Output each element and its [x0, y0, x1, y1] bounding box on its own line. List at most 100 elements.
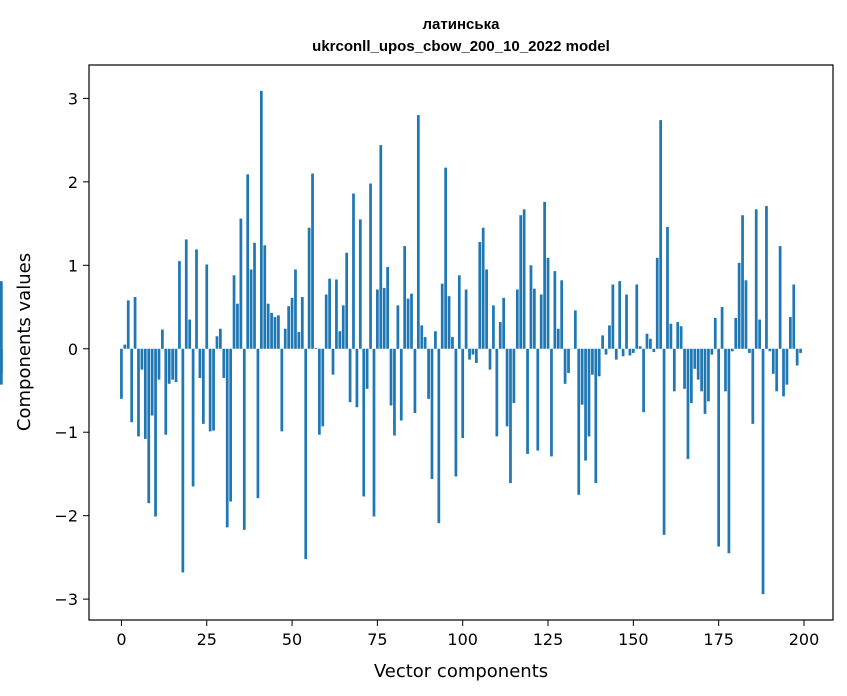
bar — [201, 348, 205, 424]
bar — [539, 294, 543, 349]
bar — [751, 348, 755, 424]
bar — [376, 289, 379, 349]
x-tick-label: 75 — [367, 630, 387, 649]
bar — [741, 215, 744, 349]
bar — [447, 296, 451, 349]
bar — [522, 209, 526, 349]
bar — [434, 331, 437, 349]
bar — [195, 249, 198, 349]
bar — [280, 348, 284, 432]
bar — [515, 289, 519, 349]
bar — [737, 262, 741, 349]
bar — [693, 348, 697, 369]
bar — [591, 348, 594, 375]
bar — [631, 348, 635, 353]
y-tick-label: 1 — [68, 256, 78, 275]
bar — [474, 348, 478, 363]
bar — [311, 173, 314, 349]
bar — [451, 337, 454, 349]
bar — [597, 348, 601, 377]
bar — [321, 348, 325, 427]
bar — [0, 281, 3, 349]
bar — [710, 348, 714, 355]
bar — [147, 348, 151, 504]
x-axis-ticks: 0 25 50 75 100 125 150 175 200 — [116, 620, 819, 649]
bar — [348, 348, 352, 403]
bar — [696, 348, 700, 380]
bar — [287, 306, 291, 349]
bar — [174, 348, 178, 383]
bar — [246, 174, 250, 349]
x-tick-label: 175 — [703, 630, 734, 649]
bar — [0, 348, 3, 374]
bar — [730, 348, 734, 352]
bar — [239, 218, 243, 349]
bar — [713, 317, 717, 349]
bar — [242, 348, 246, 530]
bar — [171, 348, 174, 380]
bar — [488, 348, 492, 370]
bar — [676, 322, 680, 349]
bar — [594, 348, 598, 484]
bar — [782, 348, 785, 397]
bar — [396, 305, 400, 349]
bar — [386, 266, 389, 349]
bar — [352, 193, 355, 349]
x-tick-label: 25 — [197, 630, 217, 649]
bar — [618, 281, 622, 349]
bar — [188, 319, 192, 349]
bar — [546, 257, 550, 349]
bar — [393, 348, 396, 436]
bar — [601, 335, 604, 349]
bar — [478, 241, 482, 349]
bar — [662, 348, 666, 535]
bar — [273, 317, 277, 349]
bar — [645, 333, 649, 349]
bar — [553, 271, 557, 349]
bar — [345, 252, 349, 349]
bar — [222, 348, 226, 378]
bar — [550, 348, 553, 457]
bar — [137, 348, 140, 437]
bar — [556, 328, 560, 349]
bar — [536, 348, 540, 451]
bar — [792, 284, 796, 349]
bar — [573, 310, 577, 349]
bar — [611, 284, 615, 349]
bar — [236, 303, 239, 349]
bar — [369, 183, 372, 349]
bar — [355, 348, 359, 408]
bar — [379, 145, 383, 349]
bar — [372, 348, 376, 517]
bar — [437, 348, 441, 524]
bar — [519, 215, 523, 349]
bar — [382, 287, 386, 349]
y-tick-label: 0 — [68, 340, 78, 359]
bar — [358, 219, 362, 349]
bar — [324, 294, 328, 349]
bar — [727, 348, 731, 554]
bar — [403, 246, 407, 349]
bar — [335, 279, 338, 349]
y-tick-label: −3 — [54, 590, 78, 609]
bar — [669, 323, 673, 349]
bar — [502, 297, 506, 349]
x-tick-label: 125 — [533, 630, 564, 649]
bar — [157, 348, 161, 380]
bar — [430, 348, 434, 479]
y-tick-label: 3 — [68, 89, 78, 108]
bar — [225, 348, 229, 528]
bar — [795, 348, 799, 366]
bar — [468, 348, 471, 360]
bar — [577, 348, 581, 495]
bar — [300, 297, 304, 349]
chart-title-line-1: латинська — [423, 16, 501, 33]
bar — [683, 348, 686, 389]
bar — [778, 246, 782, 349]
bar — [270, 312, 273, 349]
bar — [294, 269, 297, 349]
bar — [457, 275, 461, 349]
bar — [744, 280, 748, 349]
x-tick-label: 0 — [116, 630, 126, 649]
